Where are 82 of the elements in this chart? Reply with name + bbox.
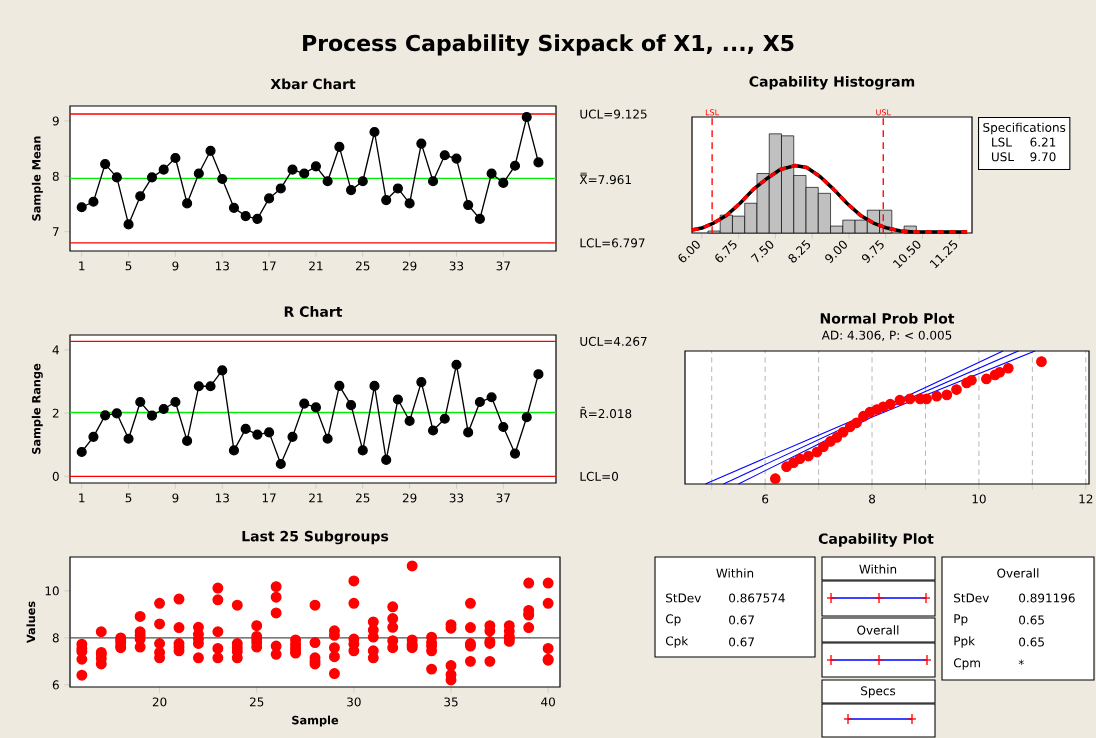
chart-subtitle: AD: 4.306, P: < 0.005 — [821, 330, 952, 341]
text: Capability Plot — [818, 533, 934, 547]
chart-title: Last 25 Subgroups — [242, 530, 389, 545]
y-tick-label: 2 — [52, 408, 59, 418]
text: StDev — [666, 593, 701, 603]
text: Cpm — [953, 658, 980, 670]
x-tick-label: 29 — [402, 261, 417, 271]
text: 0.65 — [1019, 637, 1044, 647]
x-tick-label: 17 — [262, 493, 276, 503]
x-tick-label: 33 — [449, 261, 464, 271]
text: Within — [859, 564, 897, 574]
x-tick-label: 9 — [172, 261, 179, 271]
y-tick-label: 10 — [45, 586, 59, 596]
chart-title: Xbar Chart — [270, 78, 356, 90]
text: Specifications — [983, 122, 1066, 135]
x-tick-label: 21 — [309, 261, 323, 271]
x-tick-label: 8 — [869, 494, 876, 504]
text: 9.70 — [1030, 152, 1056, 162]
x-tick-label: 10 — [972, 494, 986, 504]
ref-line-label: LCL=0 — [580, 471, 619, 481]
ref-line-label: UCL=9.125 — [580, 109, 647, 119]
text: Cpk — [665, 636, 689, 648]
text: 0.891196 — [1019, 593, 1075, 603]
text: 0.67 — [729, 615, 754, 625]
text: Overall — [857, 625, 899, 635]
text: 0.67 — [729, 637, 754, 647]
x-tick-label: 37 — [496, 261, 510, 271]
chart-title: Normal Prob Plot — [820, 312, 955, 324]
ref-line-label: R̄=2.018 — [580, 406, 632, 419]
x-tick-label: 20 — [152, 697, 167, 707]
x-tick-label: 30 — [347, 697, 361, 707]
x-tick-label: 1 — [79, 261, 85, 271]
y-axis-title: Sample Mean — [31, 136, 43, 221]
y-axis-title: Values — [26, 601, 36, 644]
x-tick-label: 25 — [356, 261, 370, 271]
text: 0.65 — [1019, 615, 1044, 625]
text: Ppk — [954, 636, 976, 648]
ref-line-label: USL — [876, 109, 891, 116]
x-tick-label: 5 — [125, 261, 132, 271]
x-tick-label: 35 — [444, 697, 458, 707]
text: * — [1018, 659, 1024, 666]
x-tick-label: 21 — [309, 493, 323, 503]
chart-title: R Chart — [284, 306, 343, 317]
x-tick-label: 33 — [449, 493, 464, 503]
y-tick-label: 7 — [52, 227, 59, 236]
x-tick-label: 40 — [541, 697, 555, 707]
ref-line-label: X̿=7.961 — [579, 172, 631, 185]
x-axis-title: Sample — [292, 715, 339, 727]
x-tick-label: 9 — [172, 493, 179, 503]
x-tick-label: 37 — [496, 493, 510, 503]
text: Process Capability Sixpack of X1, ..., X5 — [303, 34, 794, 56]
y-tick-label: 0 — [52, 471, 59, 481]
text: 0.867574 — [729, 593, 785, 603]
y-tick-label: 4 — [52, 345, 59, 355]
x-tick-label: 5 — [125, 493, 132, 503]
x-tick-label: 29 — [402, 493, 417, 503]
text: LSL — [992, 137, 1012, 147]
y-tick-label: 8 — [52, 171, 59, 181]
ref-line-label: LCL=6.797 — [580, 238, 645, 248]
x-tick-label: 25 — [356, 493, 370, 503]
x-tick-label: 17 — [262, 261, 276, 271]
x-tick-label: 12 — [1079, 494, 1093, 504]
text: StDev — [954, 593, 989, 603]
ref-line-label: LSL — [705, 109, 720, 116]
y-tick-label: 9 — [52, 116, 59, 126]
y-tick-label: 6 — [52, 680, 59, 690]
text: Pp — [954, 614, 968, 626]
text: Cp — [665, 614, 681, 626]
text: USL — [991, 152, 1014, 162]
x-tick-label: 13 — [215, 493, 229, 503]
x-tick-label: 6 — [762, 494, 769, 504]
text: 6.21 — [1030, 137, 1056, 147]
x-tick-label: 25 — [249, 697, 264, 707]
chart-title: Capability Histogram — [749, 75, 915, 90]
y-axis-title: Sample Range — [31, 363, 43, 454]
y-tick-label: 8 — [52, 633, 59, 643]
text: Overall — [997, 568, 1039, 578]
x-tick-label: 1 — [79, 493, 85, 503]
x-tick-label: 13 — [215, 261, 229, 271]
ref-line-label: UCL=4.267 — [580, 336, 647, 346]
text: Within — [716, 568, 754, 578]
text: Specs — [861, 686, 896, 698]
